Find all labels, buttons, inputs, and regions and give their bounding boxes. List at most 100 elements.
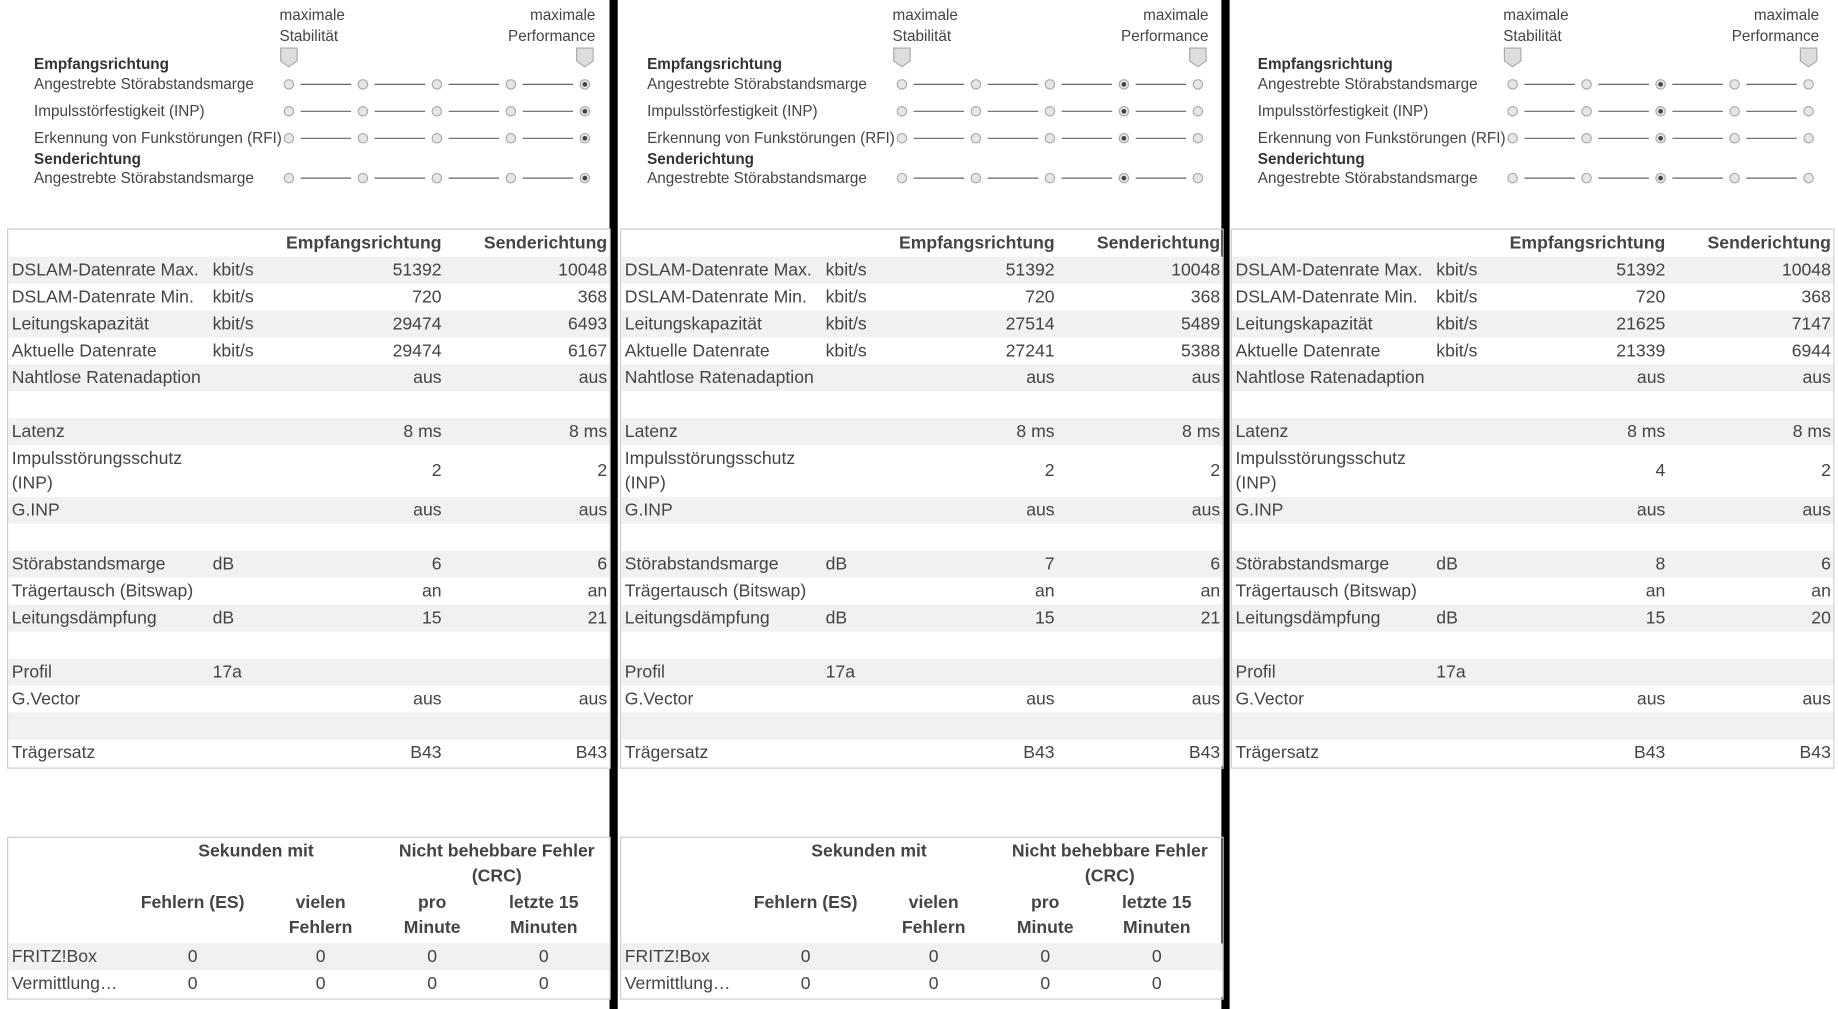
slider-marker: [1189, 47, 1207, 68]
upstream-value: 368: [1190, 287, 1221, 308]
group-header: Nicht behebbare Fehler (CRC): [398, 841, 595, 886]
radio: [970, 106, 982, 117]
column-header: Empfangsrichtung: [898, 233, 1055, 254]
row-label: G.INP: [624, 500, 673, 521]
row-label: Aktuelle Datenrate: [1235, 341, 1381, 361]
slider-end-label: Performance: [508, 26, 596, 45]
row-label: Impulsstörungsschutz (INP): [624, 448, 796, 494]
table-row: Vermittlung… 0 0 0 0: [621, 970, 1223, 998]
radio: [1044, 79, 1056, 90]
table-row: Trägertausch (Bitswap) an an: [621, 577, 1223, 605]
error-count: 0: [1040, 973, 1051, 994]
table-row: Impulsstörungsschutz (INP) 4 2: [1231, 445, 1834, 497]
downstream-value: 15: [1035, 608, 1055, 629]
downstream-value: 2: [431, 460, 442, 481]
row-label: Leitungskapazität: [624, 314, 762, 334]
upstream-value: aus: [1802, 367, 1831, 388]
table-row: Leitungskapazität kbit/s 27514 5489: [621, 310, 1223, 338]
row-unit: 17a: [1436, 662, 1466, 683]
row-label: Vermittlung…: [11, 973, 118, 994]
row-label: FRITZ!Box: [624, 946, 710, 967]
slider-label: Angestrebte Störabstandsmarge: [1257, 75, 1478, 93]
radio-selected: [1121, 175, 1127, 181]
downstream-value: 8 ms: [1016, 421, 1055, 442]
row-unit: dB: [825, 554, 848, 575]
section-title: Empfangsrichtung: [1257, 55, 1393, 73]
upstream-value: 10048: [1781, 260, 1831, 281]
downstream-value: 51392: [1616, 260, 1666, 281]
table-row: Latenz 8 ms 8 ms: [621, 418, 1223, 446]
row-unit: dB: [212, 554, 235, 575]
radio: [896, 133, 908, 144]
radio: [1803, 106, 1814, 117]
radio: [1803, 79, 1814, 90]
column-header: Senderichtung: [1096, 233, 1221, 254]
upstream-value: 6167: [567, 341, 608, 361]
radio: [896, 106, 908, 117]
row-unit: kbit/s: [212, 287, 254, 308]
radio: [1581, 79, 1592, 90]
table-row: Impulsstörungsschutz (INP) 2 2: [8, 445, 610, 497]
row-label: DSLAM-Datenrate Min.: [1235, 287, 1418, 308]
radio: [1044, 133, 1056, 144]
downstream-value: B43: [1023, 742, 1055, 763]
table-row: [1231, 523, 1834, 551]
row-unit: 17a: [825, 662, 855, 683]
upstream-value: 10048: [1171, 260, 1221, 281]
table-row: Störabstandsmarge dB 7 6: [621, 550, 1223, 578]
section-title: Empfangsrichtung: [647, 55, 782, 73]
radio: [283, 79, 295, 90]
upstream-value: an: [587, 581, 608, 602]
slider-end-label: maximale: [1503, 5, 1569, 24]
table-row: DSLAM-Datenrate Min. kbit/s 720 368: [1231, 283, 1834, 311]
radio: [1507, 106, 1518, 117]
row-label: DSLAM-Datenrate Max.: [11, 260, 199, 281]
radio: [431, 133, 443, 144]
row-label: Impulsstörungsschutz (INP): [1235, 448, 1406, 494]
table-row: [621, 523, 1223, 551]
radio: [357, 106, 369, 117]
group-header: Nicht behebbare Fehler (CRC): [1011, 841, 1208, 886]
radio-selected: [1658, 108, 1663, 114]
panel: maximale Stabilität maximale Performance Emp…: [1230, 0, 1835, 1009]
downstream-value: 720: [1635, 287, 1666, 308]
upstream-value: 5388: [1181, 341, 1221, 361]
upstream-value: 368: [577, 287, 608, 308]
slider-end-label: Performance: [1731, 26, 1820, 45]
column-header: pro Minute: [403, 892, 461, 938]
radio: [357, 133, 369, 144]
error-count: 0: [1151, 973, 1162, 994]
upstream-value: 2: [1210, 460, 1221, 481]
table-row: [8, 391, 610, 419]
upstream-value: 20: [1811, 608, 1831, 629]
slider-label: Angestrebte Störabstandsmarge: [34, 75, 254, 93]
table-row: G.INP aus aus: [621, 496, 1223, 524]
error-count: 0: [800, 946, 811, 967]
slider-graphics: [1503, 47, 1818, 184]
divider: [609, 0, 618, 1009]
downstream-value: 8: [1655, 554, 1666, 575]
upstream-value: an: [1200, 581, 1221, 602]
table-row: DSLAM-Datenrate Max. kbit/s 51392 10048: [621, 256, 1223, 284]
table-row: [1231, 712, 1834, 740]
table-row: Trägersatz B43 B43: [621, 739, 1223, 767]
row-unit: kbit/s: [825, 314, 867, 334]
radio: [1803, 133, 1814, 144]
radio: [1581, 106, 1592, 117]
radio-selected: [1121, 135, 1127, 141]
column-header: Senderichtung: [483, 233, 608, 254]
radio-selected: [1658, 82, 1663, 87]
table-row: G.Vector aus aus: [621, 685, 1223, 713]
radio: [1044, 172, 1056, 184]
table-row: DSLAM-Datenrate Min. kbit/s 720 368: [8, 283, 610, 311]
radio: [1729, 106, 1740, 117]
table-row: Aktuelle Datenrate kbit/s 21339 6944: [1231, 337, 1834, 365]
downstream-value: 8 ms: [1627, 421, 1666, 442]
radio: [970, 172, 982, 184]
radio: [505, 79, 517, 90]
radio: [431, 79, 443, 90]
error-count: 0: [800, 973, 811, 994]
radio: [1803, 172, 1814, 184]
downstream-value: B43: [1633, 742, 1666, 763]
row-label: Aktuelle Datenrate: [11, 341, 157, 361]
